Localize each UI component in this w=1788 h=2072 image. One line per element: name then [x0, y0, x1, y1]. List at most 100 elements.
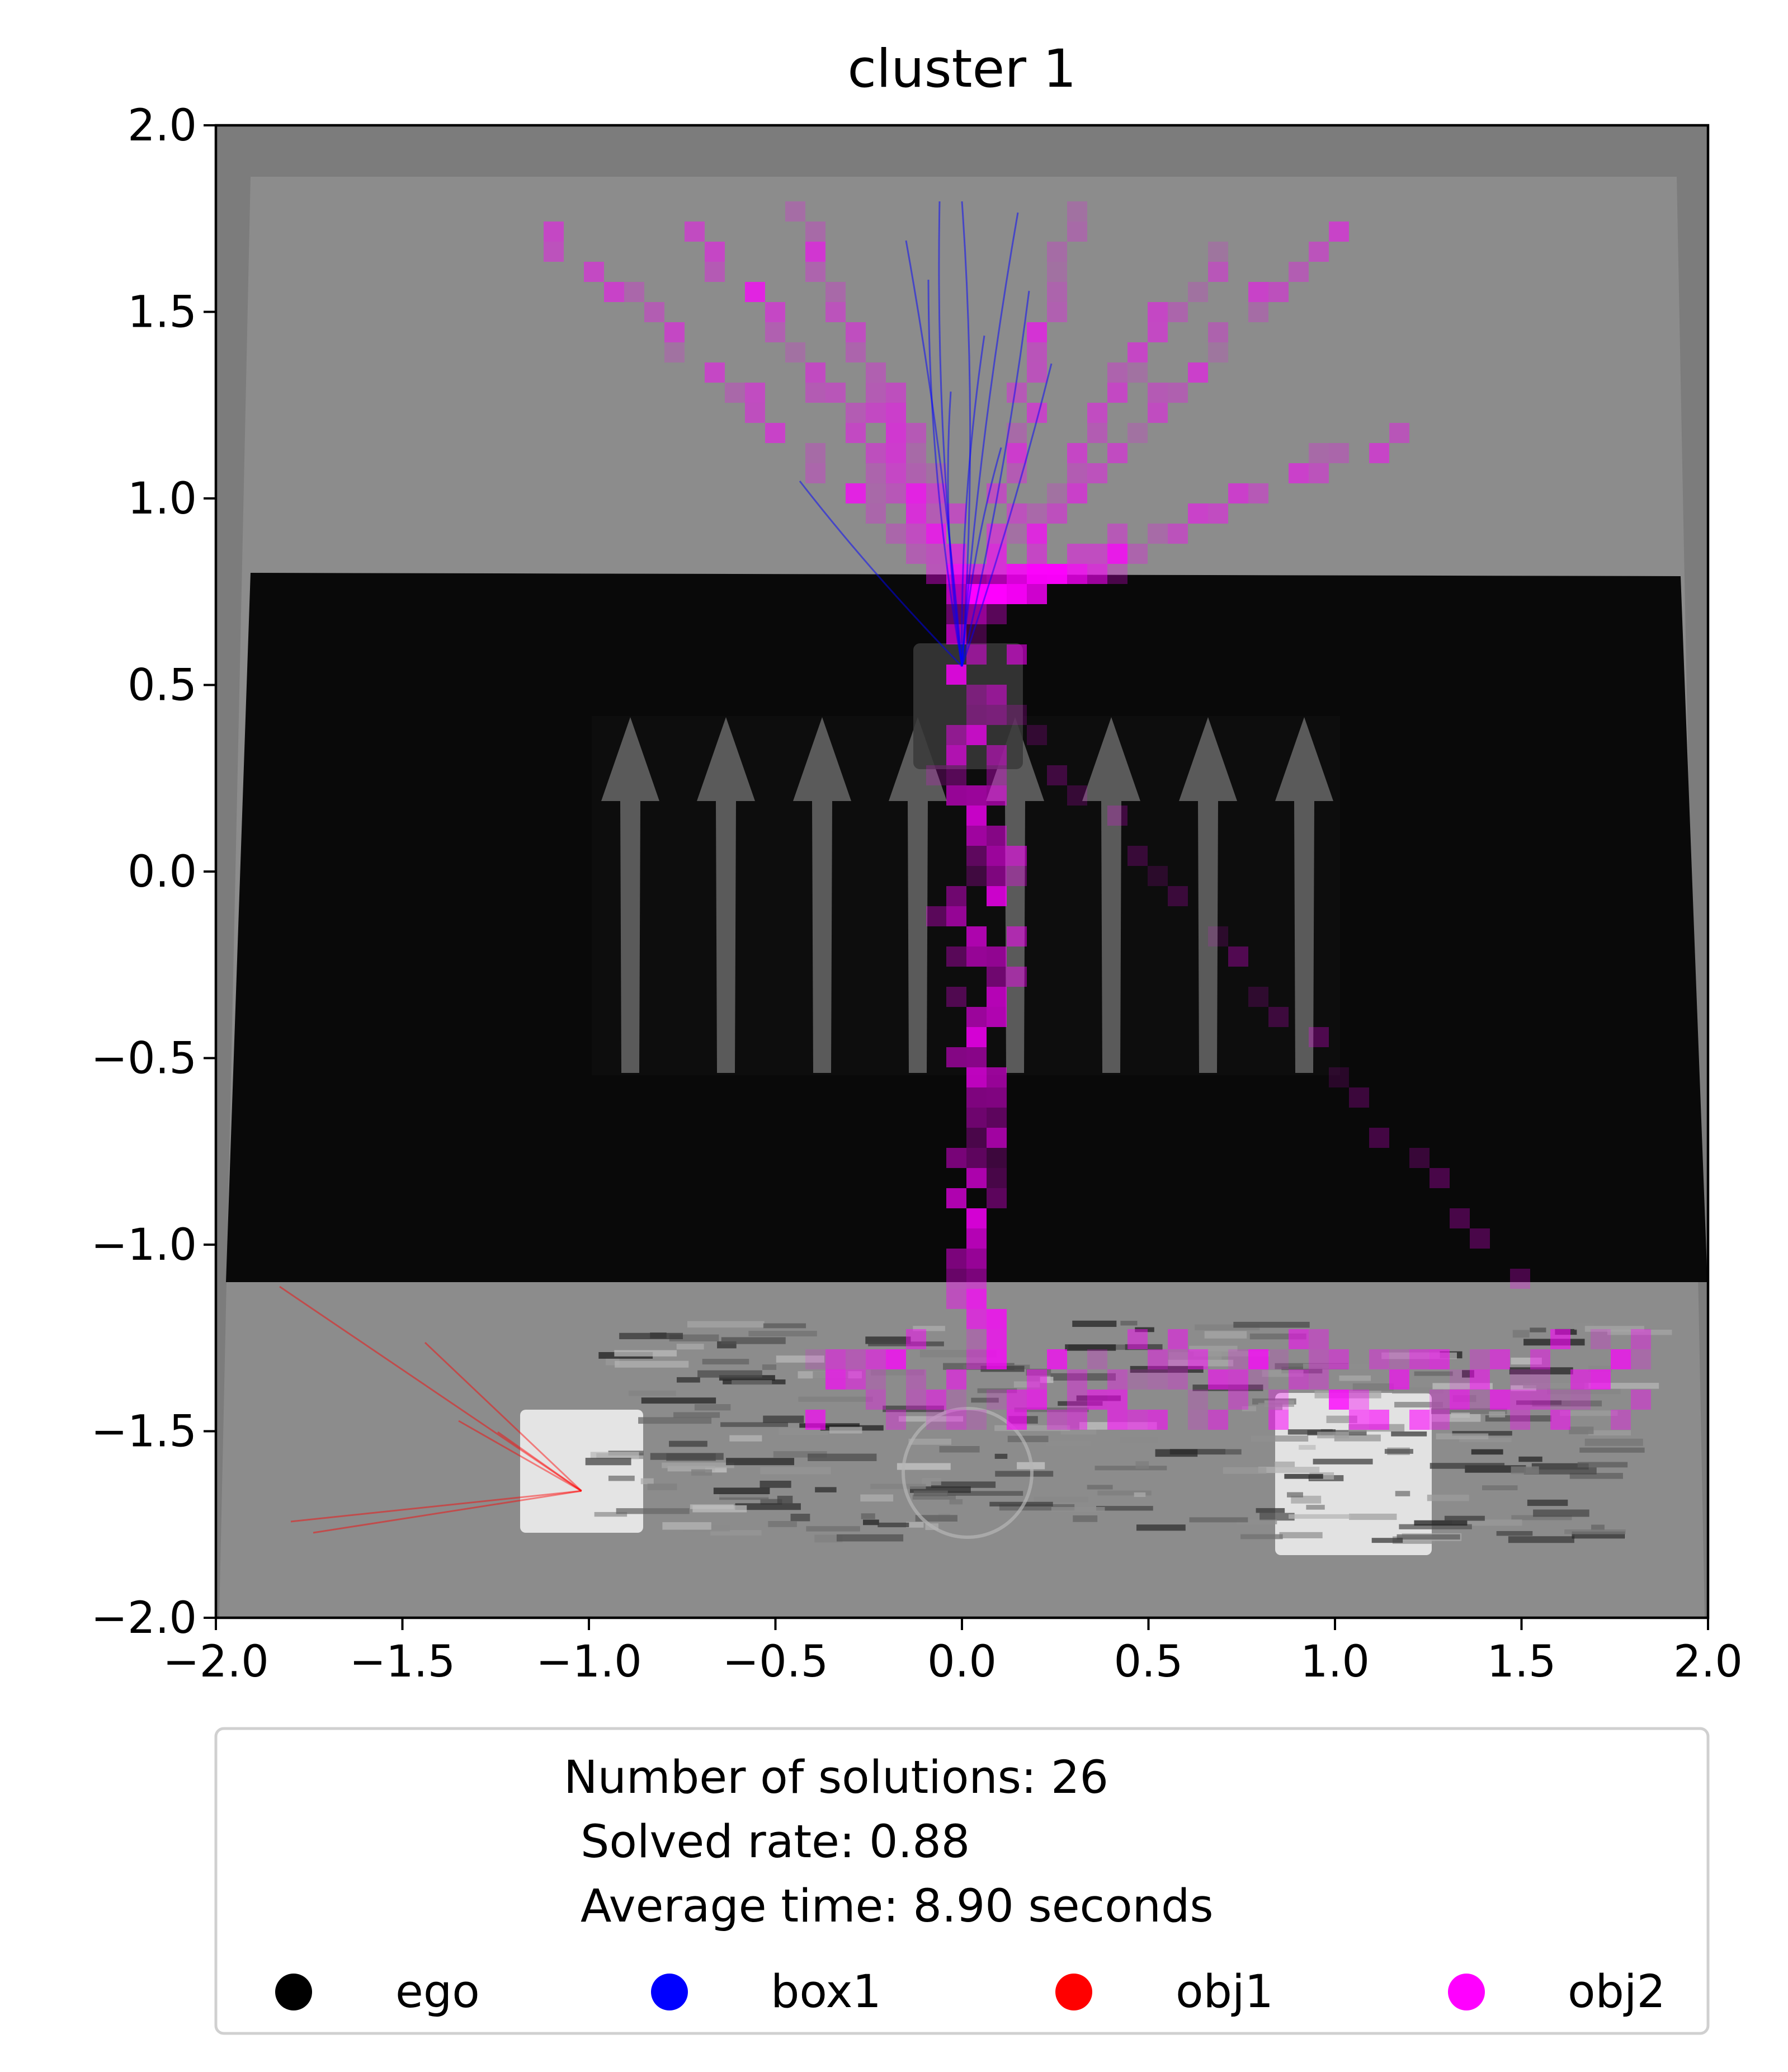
obj2-cell: [906, 483, 926, 503]
x-axis: −2.0 −1.5 −1.0 −0.5 0.0 0.5 1.0 1.5 2.0: [163, 1618, 1743, 1687]
obj2-cell: [1550, 1329, 1570, 1349]
ego-streak: [1532, 1400, 1602, 1407]
obj2-cell: [987, 1188, 1007, 1208]
obj2-cell: [825, 1369, 846, 1390]
obj2-cell: [1470, 1228, 1490, 1249]
obj2-cell: [886, 443, 906, 463]
obj2-cell: [825, 383, 846, 403]
obj2-cell: [987, 745, 1007, 765]
ego-streak: [1591, 1524, 1605, 1531]
obj2-cell: [765, 302, 785, 322]
obj2-cell: [1127, 1369, 1148, 1390]
ego-streak: [1034, 1496, 1088, 1503]
obj2-cell: [1027, 362, 1047, 383]
obj2-cell: [966, 685, 987, 705]
box1-trajectory: [961, 363, 1053, 667]
obj2-cell: [1148, 1349, 1168, 1369]
obj2-cell: [906, 503, 926, 524]
obj2-cell: [1148, 302, 1168, 322]
obj2-cell: [1349, 1410, 1369, 1430]
box1-trajectory: [905, 240, 963, 667]
obj2-cell: [926, 1390, 946, 1410]
ego-streak: [1291, 1495, 1322, 1504]
ego-streak: [1317, 1431, 1349, 1439]
ego-streak: [619, 1332, 683, 1340]
ego-streak: [1193, 1351, 1270, 1357]
ego-streak: [1259, 1513, 1295, 1521]
obj2-cell: [966, 946, 987, 967]
obj2-cell: [1389, 423, 1409, 443]
obj2-cell: [926, 564, 946, 584]
ego-streak: [705, 1466, 727, 1473]
obj2-cell: [946, 745, 966, 765]
obj2-cell: [1047, 765, 1067, 785]
ego-streak: [1313, 1458, 1373, 1464]
obj2-cell: [987, 584, 1007, 604]
ego-streak: [669, 1440, 707, 1447]
obj2-cell: [1107, 564, 1127, 584]
box1-trajectory: [961, 290, 1030, 667]
obj2-cell: [1107, 383, 1127, 403]
obj2-cell: [886, 423, 906, 443]
ego-streak: [1392, 1387, 1443, 1394]
y-tick-label: 2.0: [128, 101, 197, 151]
obj2-cell: [987, 846, 1007, 866]
obj2-cell: [866, 362, 886, 383]
obj2-cell: [1470, 1390, 1490, 1410]
obj2-cell: [1107, 806, 1127, 826]
obj2-cell: [987, 1128, 1007, 1148]
obj2-cell: [987, 1349, 1007, 1369]
ego-streak: [729, 1435, 762, 1442]
x-tick-label: 2.0: [1673, 1637, 1743, 1687]
obj2-cell: [987, 1087, 1007, 1108]
ego-streak: [647, 1484, 677, 1490]
obj2-cell: [846, 1369, 866, 1390]
obj2-cell: [966, 1168, 987, 1188]
obj2-cell: [987, 705, 1007, 725]
obj2-cell: [765, 322, 785, 342]
ego-streak: [1136, 1524, 1186, 1531]
ego-streak: [1287, 1492, 1303, 1498]
obj2-cell: [805, 383, 825, 403]
ego-streak: [871, 1369, 924, 1376]
obj2-cell: [1027, 342, 1047, 362]
obj2-cell: [1550, 1410, 1570, 1430]
obj2-cell: [1007, 564, 1027, 584]
obj2-cell: [805, 1349, 825, 1369]
ego-streak: [814, 1534, 843, 1543]
obj2-cell: [1087, 1390, 1107, 1410]
obj2-cell: [1107, 1369, 1127, 1390]
obj2-cell: [1329, 1349, 1349, 1369]
ego-streak: [1236, 1519, 1277, 1524]
obj2-cell: [946, 765, 966, 785]
obj2-cell: [584, 262, 604, 282]
obj2-cell: [966, 644, 987, 665]
ego-streak: [1289, 1514, 1351, 1519]
obj2-cell: [946, 503, 966, 524]
obj2-cell: [1530, 1390, 1550, 1410]
obj2-cell: [1007, 564, 1027, 584]
ego-streak: [1073, 1515, 1098, 1522]
obj2-cell: [966, 1309, 987, 1329]
ego-streak: [1485, 1415, 1552, 1422]
ego-streak: [732, 1380, 772, 1385]
obj2-cell: [1591, 1369, 1611, 1390]
obj2-cell: [1309, 443, 1329, 463]
ego-streak: [989, 1501, 1053, 1506]
obj2-cell: [825, 1369, 846, 1390]
obj2-cell: [1087, 544, 1107, 564]
ego-streak: [1258, 1402, 1283, 1410]
obj2-cell: [1409, 1410, 1430, 1430]
obj2-cell: [1007, 584, 1027, 604]
obj2-cell: [1007, 443, 1027, 463]
ego-streak: [1584, 1383, 1659, 1389]
obj2-cell: [544, 222, 564, 242]
obj2-cell: [987, 604, 1007, 624]
ego-streak: [931, 1481, 996, 1488]
conveyor-arrows: [601, 717, 1333, 1073]
obj2-cell: [1087, 564, 1107, 584]
obj2-cell: [1027, 1390, 1047, 1410]
ego-streak: [768, 1521, 797, 1527]
obj2-cell: [1027, 725, 1047, 745]
